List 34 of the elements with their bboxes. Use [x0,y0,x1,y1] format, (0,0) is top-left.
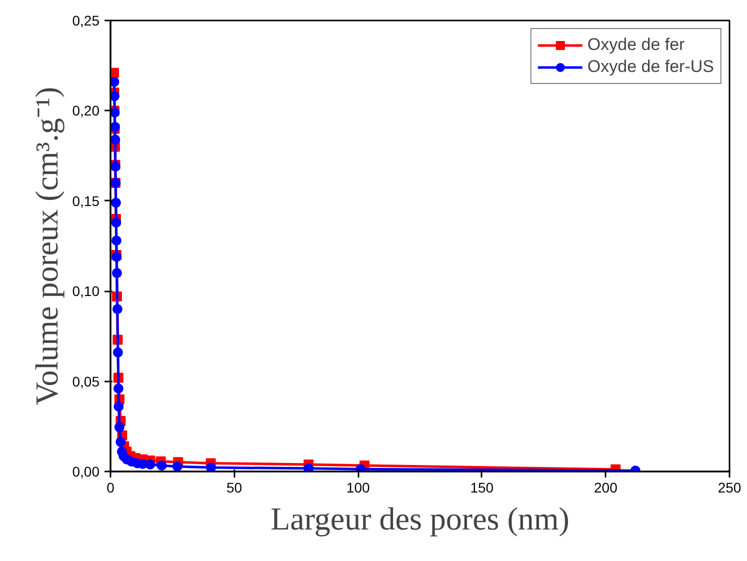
y-tick-label: 0,00 [72,464,100,480]
point [172,461,182,472]
x-tick-label: 200 [594,480,618,496]
y-tick-label: 0,10 [72,283,100,300]
y-axis-title: Volume poreux (cm³.g⁻¹) [28,86,64,406]
point [156,460,167,471]
y-tick-label: 0,05 [72,373,100,390]
point [110,198,121,208]
x-tick-label: 0 [106,480,115,496]
point [114,422,124,432]
x-tick-label: 100 [346,480,370,496]
point [206,462,216,472]
point [111,236,122,246]
y-tick-label: 0,20 [72,102,100,119]
x-tick-label: 50 [226,480,242,496]
point [112,347,123,358]
legend-label: Oxyde de fer [587,35,685,55]
point [113,384,124,394]
point [110,134,120,145]
point [110,91,120,102]
point [112,268,122,278]
x-axis-title: Largeur des pores (nm) [270,500,570,536]
point [112,304,122,314]
point [110,76,120,87]
point [116,436,126,447]
legend-label: Oxyde de fer-US [587,57,714,77]
y-tick-label: 0,25 [72,12,100,28]
point [304,463,314,472]
x-tick-label: 150 [470,480,494,496]
point [145,459,156,470]
point [111,218,122,228]
x-tick-label: 250 [718,480,742,496]
point [114,402,124,412]
y-tick-label: 0,15 [72,192,100,209]
